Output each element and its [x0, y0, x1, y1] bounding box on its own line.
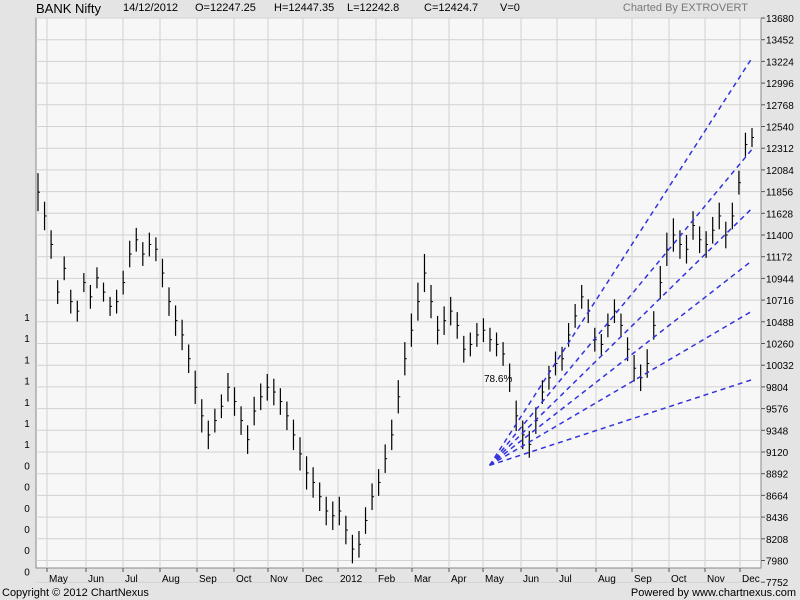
- fan-line: [489, 310, 753, 466]
- left-axis-label: 0: [24, 504, 30, 515]
- y-tick-label: 10716: [766, 296, 794, 307]
- y-tick-label: 10944: [766, 274, 794, 285]
- fib-fan: [488, 57, 753, 467]
- left-axis-label: 1: [24, 398, 30, 409]
- fan-line: [489, 378, 753, 467]
- x-tick-label: Mar: [414, 574, 432, 585]
- x-tick-label: May: [485, 574, 504, 585]
- open-value: O=12247.25: [195, 2, 256, 14]
- left-axis-label: 0: [24, 567, 30, 578]
- left-axis-label: 0: [24, 483, 30, 494]
- y-tick-label: 7752: [766, 578, 789, 589]
- x-tick-label: Aug: [598, 574, 616, 585]
- left-axis-label: 1: [24, 440, 30, 451]
- y-tick-label: 7980: [766, 557, 789, 568]
- copyright-text: Copyright © 2012 ChartNexus: [2, 587, 149, 599]
- left-axis: 1 1 1 1 1 1 1 0 0 0 0 0 0: [24, 313, 30, 578]
- x-tick-label: Aug: [162, 574, 180, 585]
- y-tick-label: 12312: [766, 144, 794, 155]
- fan-line: [489, 260, 753, 466]
- y-tick-label: 9348: [766, 426, 789, 437]
- y-tick-label: 13680: [766, 14, 794, 25]
- y-tick-label: 10032: [766, 361, 794, 372]
- x-tick-label: Oct: [671, 574, 687, 585]
- y-tick-label: 8436: [766, 513, 789, 524]
- left-axis-label: 1: [24, 419, 30, 430]
- x-tick-label: Oct: [236, 574, 252, 585]
- x-axis: May Jun Jul Aug Sep Oct Nov Dec 2012 Feb Mar Apr May…: [46, 568, 760, 585]
- y-tick-label: 12084: [766, 166, 794, 177]
- x-tick-label: Apr: [451, 574, 467, 585]
- volume-value: V=0: [500, 2, 520, 14]
- grid-lines: [36, 17, 761, 583]
- fan-line: [489, 207, 753, 466]
- x-tick-label: Dec: [305, 574, 323, 585]
- fan-line: [489, 148, 753, 466]
- left-axis-label: 1: [24, 313, 30, 324]
- left-axis-label: 1: [24, 355, 30, 366]
- x-tick-label: May: [49, 574, 68, 585]
- y-tick-label: 12996: [766, 79, 794, 90]
- powered-by-link[interactable]: Powered by www.chartnexus.com: [630, 587, 796, 599]
- y-tick-label: 9804: [766, 383, 789, 394]
- x-tick-label: Feb: [378, 574, 396, 585]
- x-tick-label: Jul: [125, 574, 138, 585]
- plot-area[interactable]: [35, 17, 762, 569]
- x-tick-label: Nov: [270, 574, 288, 585]
- x-tick-label: Jun: [88, 574, 104, 585]
- x-tick-label: Sep: [634, 574, 652, 585]
- x-tick-label: Nov: [707, 574, 725, 585]
- ticker-symbol: BANK Nifty: [36, 1, 102, 16]
- left-axis-label: 0: [24, 546, 30, 557]
- x-tick-label: Jun: [523, 574, 539, 585]
- y-axis: 13680 13452 13224 12996 12768 12540 12312 12084…: [761, 14, 794, 589]
- left-axis-label: 0: [24, 525, 30, 536]
- y-tick-label: 11628: [766, 209, 794, 220]
- y-tick-label: 10488: [766, 318, 794, 329]
- bar-date: 14/12/2012: [123, 2, 179, 14]
- chart-header: BANK Nifty 14/12/2012 O=12247.25 H=12447…: [0, 0, 800, 18]
- y-tick-label: 13452: [766, 36, 794, 47]
- y-tick-label: 8664: [766, 491, 789, 502]
- footer: Copyright © 2012 ChartNexus Powered by w…: [0, 586, 800, 600]
- y-tick-label: 13224: [766, 57, 794, 68]
- fan-label: 78.6%: [484, 374, 512, 385]
- x-tick-label: Dec: [742, 574, 760, 585]
- x-tick-label: 2012: [340, 574, 363, 585]
- left-axis-label: 1: [24, 377, 30, 388]
- y-tick-label: 11172: [766, 253, 793, 264]
- y-tick-label: 12768: [766, 101, 794, 112]
- y-tick-label: 12540: [766, 123, 794, 134]
- close-value: C=12424.7: [424, 2, 479, 14]
- y-tick-label: 8892: [766, 470, 789, 481]
- y-tick-label: 8208: [766, 535, 789, 546]
- y-tick-label: 11856: [766, 188, 794, 199]
- left-axis-label: 0: [24, 461, 30, 472]
- y-tick-label: 9120: [766, 448, 789, 459]
- left-axis-label: 1: [24, 334, 30, 345]
- y-tick-label: 11400: [766, 231, 794, 242]
- chart-credit: Charted By EXTROVERT: [622, 2, 748, 14]
- price-bars: [37, 127, 754, 564]
- low-value: L=12242.8: [347, 2, 400, 14]
- x-tick-label: Jul: [559, 574, 572, 585]
- y-tick-label: 10260: [766, 340, 794, 351]
- high-value: H=12447.35: [274, 2, 335, 14]
- x-tick-label: Sep: [199, 574, 217, 585]
- y-tick-label: 9576: [766, 405, 789, 416]
